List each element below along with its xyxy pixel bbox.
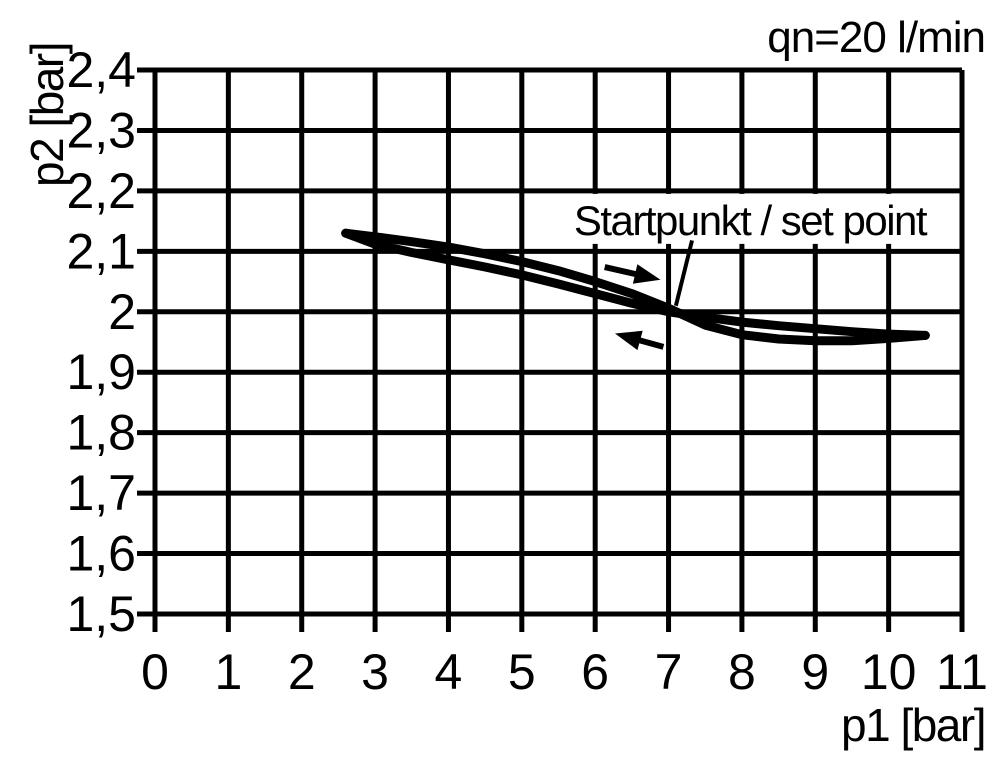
direction-arrows — [604, 264, 665, 351]
arrow-head — [632, 264, 661, 284]
y-tick-label: 2,2 — [66, 163, 136, 219]
x-tick-label: 2 — [288, 644, 316, 700]
x-tick-label: 4 — [435, 644, 463, 700]
flow-rate-annotation: qn=20 l/min — [767, 13, 985, 62]
set-point-leader-line — [673, 239, 694, 307]
y-tick-label: 2 — [108, 284, 136, 340]
arrow-head — [614, 330, 643, 351]
x-tick-label: 1 — [214, 644, 242, 700]
set-point-label-mask — [565, 193, 934, 244]
x-tick-label: 8 — [728, 644, 756, 700]
y-tick-label: 1,8 — [66, 405, 136, 461]
set-point-label: Startpunkt / set point — [574, 197, 928, 244]
y-tick-label: 2,1 — [66, 223, 136, 279]
x-tick-label: 3 — [361, 644, 389, 700]
x-tick-label: 11 — [936, 644, 988, 700]
x-tick-label: 5 — [508, 644, 536, 700]
x-tick-label: 7 — [655, 644, 683, 700]
y-tick-label: 2,4 — [66, 42, 136, 98]
y-tick-label: 1,6 — [66, 526, 136, 582]
y-tick-label: 1,9 — [66, 344, 136, 400]
x-tick-label: 9 — [801, 644, 829, 700]
x-tick-label: 0 — [141, 644, 169, 700]
grid — [137, 67, 965, 632]
hysteresis-curves — [341, 228, 930, 346]
set-point-annotation: Startpunkt / set point — [565, 193, 934, 307]
x-tick-label: 6 — [581, 644, 609, 700]
x-axis-title: p1 [bar] — [841, 699, 985, 751]
arrow-shaft — [604, 264, 642, 279]
hysteresis-lower-branch — [341, 228, 930, 340]
tick-labels: 1,51,61,71,81,922,12,22,32,40 1 2 3 4 5 6 7 8 9 10… — [66, 42, 987, 700]
hysteresis-upper-branch — [341, 228, 930, 346]
rightward-direction-arrow — [604, 264, 661, 284]
y-axis-title: p2 [bar] — [21, 43, 73, 187]
leftward-direction-arrow — [614, 330, 665, 351]
y-tick-label: 2,3 — [66, 102, 136, 158]
x-tick-label: 10 — [861, 644, 917, 700]
y-tick-label: 1,7 — [66, 465, 136, 521]
y-tick-label: 1,5 — [66, 586, 136, 642]
